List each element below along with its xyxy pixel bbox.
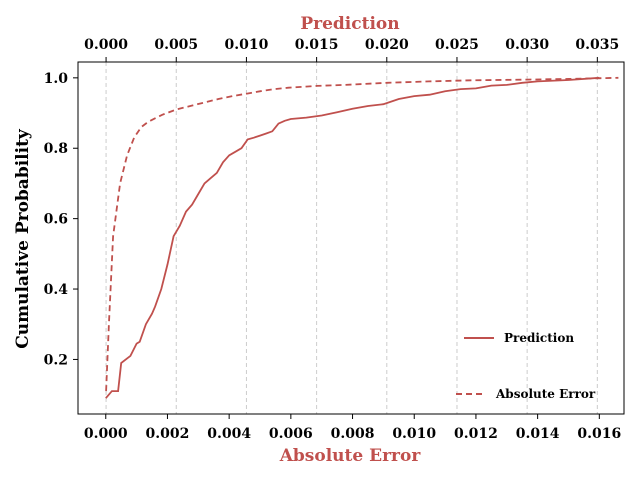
top-tick-label: 0.020	[365, 37, 409, 53]
top-tick-label: 0.035	[575, 37, 619, 53]
top-tick-label: 0.025	[435, 37, 479, 53]
ticks-layer: 0.000 0.005 0.010 0.015 0.020 0.025 0.030 0.035…	[44, 37, 622, 442]
bottom-tick-label: 0.014	[516, 426, 560, 442]
bottom-tick-label: 0.006	[269, 426, 313, 442]
bottom-tick-label: 0.008	[331, 426, 375, 442]
series-line-absolute-error	[105, 76, 619, 392]
plot-frame	[77, 61, 625, 415]
top-tick-label: 0.030	[505, 37, 549, 53]
series-line-prediction	[105, 76, 600, 399]
y-tick-label: 0.6	[44, 212, 68, 228]
y-tick-label: 0.4	[44, 282, 69, 298]
bottom-tick-label: 0.016	[577, 426, 621, 442]
top-tick-label: 0.010	[225, 37, 269, 53]
top-axis-title: Prediction	[300, 14, 399, 34]
legend-label-absolute-error: Absolute Error	[495, 387, 596, 401]
y-tick-label: 1.0	[44, 71, 69, 87]
top-tick-label: 0.005	[154, 37, 198, 53]
y-axis-title: Cumulative Probability	[13, 128, 33, 349]
series-layer	[105, 76, 619, 399]
bottom-axis-title: Absolute Error	[279, 446, 422, 466]
y-tick-label: 0.2	[44, 352, 68, 368]
bottom-tick-label: 0.012	[454, 426, 498, 442]
legend: Prediction Absolute Error	[456, 331, 596, 401]
top-tick-label: 0.015	[295, 37, 339, 53]
top-tick-label: 0.000	[84, 37, 128, 53]
bottom-tick-label: 0.004	[207, 426, 251, 442]
bottom-tick-label: 0.000	[84, 426, 128, 442]
grid-layer	[105, 62, 598, 414]
y-tick-label: 0.8	[44, 141, 68, 157]
legend-label-prediction: Prediction	[504, 331, 574, 345]
bottom-tick-label: 0.002	[146, 426, 190, 442]
bottom-tick-label: 0.010	[392, 426, 436, 442]
